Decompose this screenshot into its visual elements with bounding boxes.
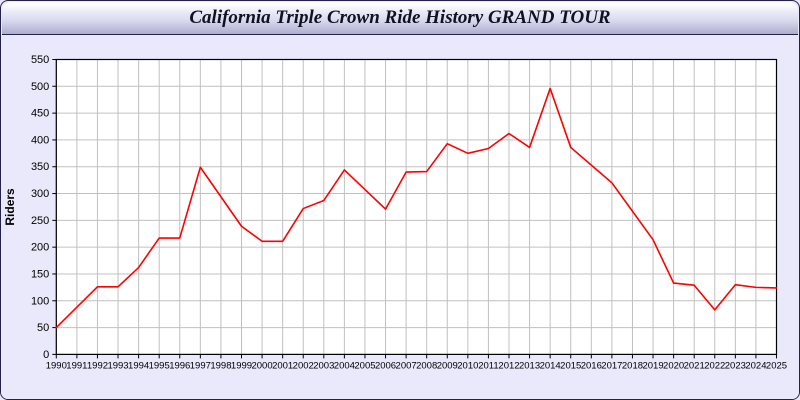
- svg-text:2010: 2010: [457, 360, 478, 371]
- svg-text:2005: 2005: [354, 360, 375, 371]
- svg-text:2004: 2004: [334, 360, 355, 371]
- svg-text:2020: 2020: [663, 360, 684, 371]
- svg-text:2017: 2017: [601, 360, 622, 371]
- svg-text:2021: 2021: [684, 360, 705, 371]
- svg-text:1999: 1999: [231, 360, 252, 371]
- svg-text:150: 150: [31, 268, 49, 280]
- svg-text:1996: 1996: [169, 360, 190, 371]
- svg-text:1992: 1992: [87, 360, 108, 371]
- svg-text:400: 400: [31, 134, 49, 146]
- svg-text:1997: 1997: [190, 360, 211, 371]
- svg-text:1994: 1994: [128, 360, 149, 371]
- svg-text:2016: 2016: [581, 360, 602, 371]
- svg-text:2014: 2014: [540, 360, 561, 371]
- svg-text:1990: 1990: [46, 360, 67, 371]
- svg-text:300: 300: [31, 188, 49, 200]
- svg-text:200: 200: [31, 242, 49, 254]
- svg-text:100: 100: [31, 295, 49, 307]
- svg-text:2003: 2003: [313, 360, 334, 371]
- svg-text:2002: 2002: [293, 360, 314, 371]
- svg-text:550: 550: [31, 54, 49, 66]
- svg-text:250: 250: [31, 215, 49, 227]
- svg-text:2001: 2001: [272, 360, 293, 371]
- svg-text:2024: 2024: [745, 360, 766, 371]
- svg-text:1998: 1998: [210, 360, 231, 371]
- svg-text:2018: 2018: [622, 360, 643, 371]
- svg-text:1993: 1993: [107, 360, 128, 371]
- svg-text:1991: 1991: [66, 360, 87, 371]
- svg-text:2013: 2013: [519, 360, 540, 371]
- svg-text:2000: 2000: [251, 360, 272, 371]
- svg-text:Riders: Riders: [3, 188, 17, 226]
- svg-text:2009: 2009: [437, 360, 458, 371]
- svg-text:2008: 2008: [416, 360, 437, 371]
- svg-text:2025: 2025: [766, 360, 787, 371]
- svg-text:2012: 2012: [498, 360, 519, 371]
- svg-text:2011: 2011: [478, 360, 498, 371]
- svg-text:450: 450: [31, 108, 49, 120]
- svg-text:2022: 2022: [704, 360, 725, 371]
- svg-text:2006: 2006: [375, 360, 396, 371]
- svg-text:350: 350: [31, 161, 49, 173]
- svg-text:1995: 1995: [149, 360, 170, 371]
- svg-text:2015: 2015: [560, 360, 581, 371]
- svg-text:50: 50: [37, 322, 49, 334]
- svg-text:2007: 2007: [396, 360, 417, 371]
- svg-text:2019: 2019: [642, 360, 663, 371]
- svg-text:0: 0: [43, 349, 49, 361]
- svg-text:2023: 2023: [725, 360, 746, 371]
- svg-text:500: 500: [31, 81, 49, 93]
